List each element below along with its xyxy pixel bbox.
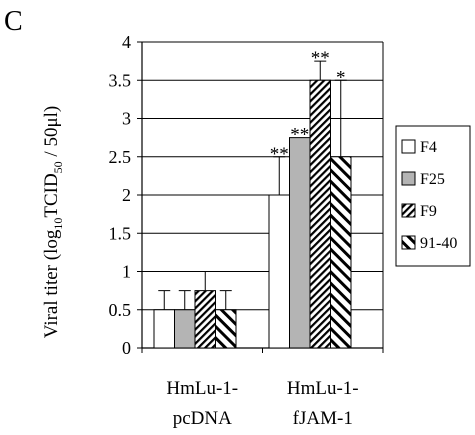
legend-label: F25 (420, 171, 445, 188)
y-tick-label: 2.5 (109, 147, 132, 167)
y-tick-label: 0 (122, 338, 131, 358)
y-tick-label: 1.5 (109, 223, 132, 243)
significance-marker: * (336, 67, 346, 88)
panel-label: C (4, 6, 23, 37)
y-tick-labels: 0 0.5 1 1.5 2 2.5 3 3.5 4 (109, 32, 132, 358)
bar (289, 137, 311, 349)
legend-label: F9 (420, 203, 437, 220)
legend-swatch (401, 171, 416, 186)
error-bars (158, 60, 347, 310)
x-category-label-line1: HmLu-1- (166, 378, 238, 399)
y-tick-label: 1 (122, 262, 131, 282)
y-tick-label: 4 (122, 32, 131, 52)
gridlines (142, 41, 383, 311)
legend-swatch (401, 203, 416, 218)
legend-swatch (401, 139, 416, 154)
x-category-label-line2: fJAM-1 (293, 408, 353, 429)
legend-swatch (401, 235, 416, 250)
significance-markers: ******* (270, 48, 346, 165)
legend-label: 91-40 (420, 235, 457, 252)
bars (153, 79, 352, 349)
x-category-label-line1: HmLu-1- (287, 378, 359, 399)
legend-label: F4 (420, 139, 437, 156)
bar (153, 309, 175, 349)
x-category-labels: HmLu-1- pcDNA HmLu-1- fJAM-1 (166, 378, 358, 429)
x-category-label-line2: pcDNA (173, 408, 232, 429)
y-axis-label: Viral titer (log10TCID50 / 50μl) (41, 106, 65, 339)
significance-marker: ** (311, 48, 330, 69)
y-tick-label: 3 (122, 109, 131, 129)
y-tick-label: 0.5 (109, 300, 132, 320)
significance-marker: ** (270, 144, 289, 165)
bar (194, 290, 216, 349)
bar (309, 79, 331, 349)
legend: F4 F25 F9 91-40 (395, 125, 471, 267)
y-tick-label: 2 (122, 185, 131, 205)
y-tick-label: 3.5 (109, 70, 132, 90)
bar (330, 156, 352, 349)
bar (174, 309, 196, 349)
bar (268, 194, 290, 349)
bar (215, 309, 237, 349)
significance-marker: ** (290, 125, 309, 146)
